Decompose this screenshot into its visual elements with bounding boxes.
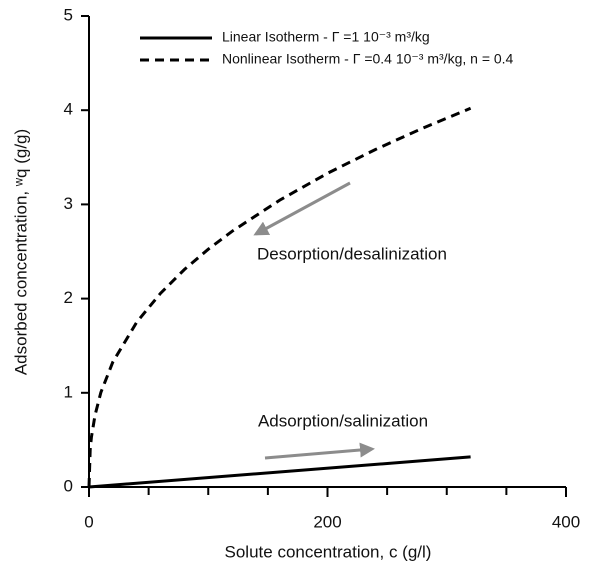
series-line <box>87 106 472 488</box>
y-axis-label: Adsorbed concentration, ʷq (g/g) <box>11 129 30 375</box>
y-tick-label: 3 <box>64 194 73 213</box>
annotation: Desorption/desalinization <box>257 244 447 263</box>
series-line <box>88 455 471 489</box>
legend-text: Nonlinear Isotherm - Γ =0.4 10⁻³ m³/kg, … <box>222 51 514 67</box>
annotation: Adsorption/salinization <box>258 411 428 430</box>
x-tick-label: 0 <box>84 512 93 531</box>
y-tick-label: 1 <box>64 382 73 401</box>
x-tick-label: 400 <box>552 512 580 531</box>
y-tick-label: 5 <box>64 5 73 24</box>
y-tick-label: 4 <box>64 100 73 119</box>
arrow <box>264 442 375 460</box>
y-tick-label: 2 <box>64 288 73 307</box>
x-axis-label: Solute concentration, c (g/l) <box>225 542 432 561</box>
legend-text: Linear Isotherm - Γ =1 10⁻³ m³/kg <box>222 29 430 45</box>
y-tick-label: 0 <box>64 476 73 495</box>
x-tick-label: 200 <box>313 512 341 531</box>
arrow <box>253 181 351 236</box>
